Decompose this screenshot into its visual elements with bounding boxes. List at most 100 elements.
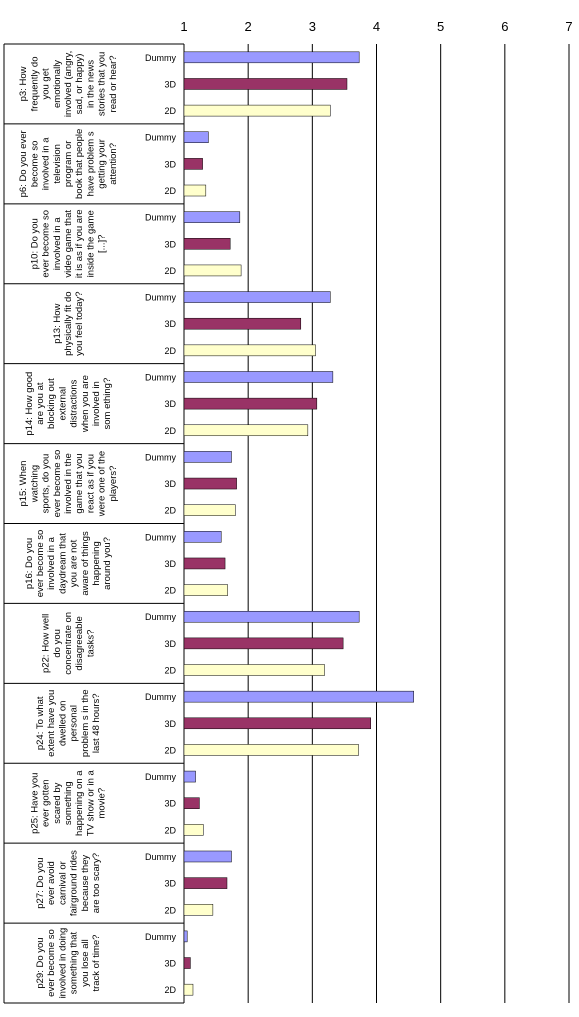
category-label-line: sports, do you [41,454,52,514]
category-label-line: do you [52,629,63,658]
category-label-line: you feel today? [74,291,85,355]
category-label-line: something [63,781,74,825]
bar-dummy [183,51,360,64]
bar-2d [183,584,228,596]
bar-3d [183,397,318,410]
category-label-line: p3: How [18,66,29,101]
category-label-line: ever become so [46,929,57,997]
category-label-line: distractions [69,379,80,427]
category-label-line: fairground rides [69,850,80,916]
bar-dummy [183,131,209,143]
category-label: p3: Howfrequently doyou getemotionallyin… [18,51,119,117]
x-tick-label: 2 [245,19,252,34]
category-label-line: involved in a [46,536,57,590]
series-label: 3D [164,399,176,409]
category-label: p24: To whatextent have youdwelled onper… [35,689,102,757]
bar-3d [183,238,231,250]
category-label-line: external [57,387,68,421]
bar-dummy [183,531,222,543]
category-label-line: p13: How [52,304,63,344]
category-label-line: emotionally [52,60,63,108]
category-label: p16: Do youever become soinvolved in ada… [24,530,113,598]
category-label-line: book that people [74,129,85,199]
category-label-line: involved in a [41,137,52,191]
category-label-line: read or hear? [108,55,119,112]
category-label-line: it is as if you are [74,209,85,278]
series-label: 2D [164,426,176,436]
category-label-line: involved in a [52,217,63,271]
bar-3d [183,557,226,570]
category-label: p13: Howphysically fit doyou feel today? [52,291,85,355]
bar-2d [183,184,207,197]
x-tick-label: 7 [565,19,572,34]
category-label: p27: Do youever avoidcarnival orfairgrou… [35,850,102,916]
category-label-line: dwelled on [57,701,68,746]
bar-dummy [183,610,360,623]
category-label-line: daydream that [57,533,68,594]
bar-dummy [183,930,188,943]
series-label: 2D [164,586,176,596]
category-label-line: aware of things [80,531,91,596]
series-label: Dummy [145,293,176,303]
category-label-line: getting your [97,139,108,189]
category-label-line: players? [108,466,119,502]
category-label-line: because they [80,855,91,912]
bar-dummy [183,291,331,303]
x-tick-label: 3 [309,19,316,34]
category-label-line: p16: Do you [24,538,35,589]
category-label-line: carnival or [57,861,68,905]
series-label: 3D [164,719,176,729]
category-label-line: are too scary? [91,853,102,913]
category-label-line: p25: Have you [29,773,40,834]
x-axis-tick-labels: 1 2 3 4 5 6 7 [180,19,572,34]
category-label-line: ever avoid [46,861,57,905]
bar-3d [183,78,348,90]
x-tick-label: 1 [180,19,187,34]
bar-3d [183,637,344,650]
category-label-line: ever become so [35,530,46,598]
series-label: Dummy [145,612,176,622]
category-label-line: video game that [63,210,74,278]
category-label-line: stories that you [97,52,108,116]
bar-2d [183,983,194,996]
bars [183,51,414,996]
series-label: 2D [164,745,176,755]
category-label-line: involved in doing [57,928,68,999]
x-tick-label: 4 [373,19,380,34]
category-label-line: become so [29,141,40,187]
bar-2d [183,904,214,916]
bar-2d [183,664,325,676]
bar-2d [183,744,359,756]
category-label-line: involved in [91,381,102,426]
category-label-line: ever gotten [41,779,52,827]
category-label-line: p6: Do you ever [18,130,29,197]
series-label: Dummy [145,452,176,462]
category-label-line: scared by [52,782,63,823]
category-label-line: were one of the [97,451,108,517]
category-label-line: p27: Do you [35,858,46,909]
bar-dummy [183,371,334,383]
bar-3d [183,317,302,330]
bar-3d [183,717,371,730]
bar-dummy [183,451,232,463]
category-label-line: physically fit do [63,291,74,355]
category-label: p29: Do youever become soinvolved in doi… [35,928,102,999]
bar-dummy [183,770,196,783]
category-label-line: problem s in the [80,689,91,757]
category-label: p10: Do youever become soinvolved in avi… [29,209,107,278]
category-label-line: watching [29,465,40,504]
category-label-line: inside the game [85,210,96,277]
bar-2d [183,104,331,117]
series-label: Dummy [145,772,176,782]
category-label-line: react as if you [85,454,96,513]
category-label-line: have problem s [85,131,96,196]
series-label: 3D [164,79,176,89]
series-label: 3D [164,319,176,329]
category-label-line: program or [63,141,74,187]
category-label: p6: Do you everbecome soinvolved in atel… [18,129,119,199]
category-label-line: p29: Do you [35,937,46,988]
gridlines [183,44,570,1003]
series-label: 2D [164,106,176,116]
series-label: 3D [164,559,176,569]
